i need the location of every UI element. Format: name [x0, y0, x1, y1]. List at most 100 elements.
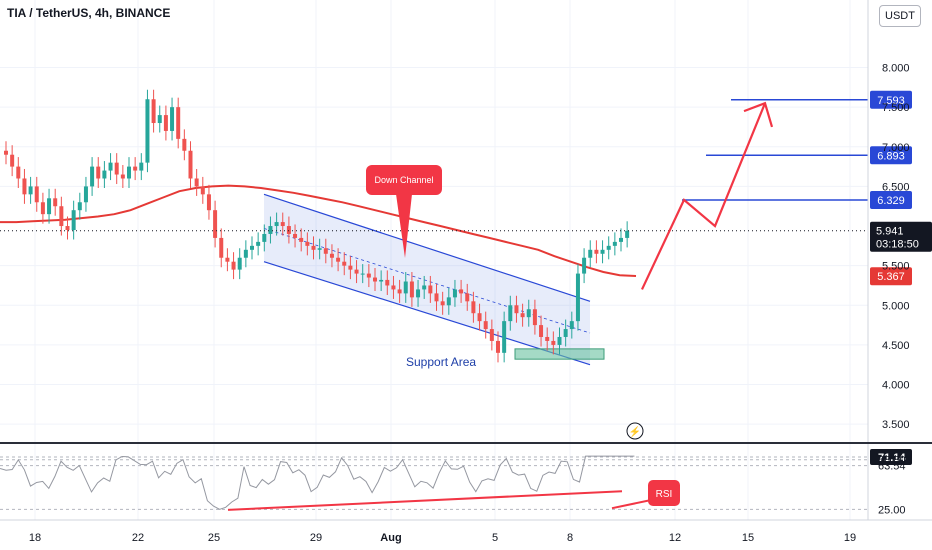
time-tick-label: 22 — [132, 532, 144, 544]
candle-body — [360, 273, 365, 275]
down-channel-pointer — [396, 194, 412, 258]
annotations: Down Channel Support Area ⚡ — [366, 101, 774, 440]
candle-body — [569, 321, 574, 330]
candle-body — [286, 226, 291, 234]
lightning-icon-glyph: ⚡ — [629, 425, 641, 438]
rsi-level-label: 25.00 — [878, 504, 906, 516]
candle-body — [139, 162, 144, 171]
rsi-pointer — [611, 499, 651, 510]
candle-body — [127, 166, 131, 179]
price-tick-label: 3.500 — [882, 419, 910, 431]
lightning-icon — [626, 422, 644, 440]
candle-body — [416, 289, 421, 298]
rsi-level-label: 68.80 — [878, 455, 906, 467]
price-label-box — [870, 221, 932, 252]
candle-body — [200, 186, 205, 195]
candle-body — [557, 336, 562, 345]
time-tick-label: 15 — [742, 532, 754, 544]
candle-body — [514, 305, 519, 314]
candle-body — [96, 166, 101, 179]
candle-body — [440, 301, 445, 306]
candle-body — [10, 154, 15, 167]
candle-body — [311, 245, 316, 250]
candle-body — [551, 340, 556, 345]
candle-body — [108, 162, 113, 171]
price-label: 7.593 — [877, 95, 905, 107]
candle-body — [34, 186, 39, 203]
candle-body — [4, 150, 8, 155]
candle-body — [59, 206, 64, 227]
candle-body — [520, 313, 525, 318]
time-tick-label: 19 — [844, 532, 856, 544]
currency-button[interactable]: USDT — [879, 5, 921, 27]
candle-body — [219, 237, 224, 258]
candle-body — [157, 115, 162, 124]
candle-body — [243, 249, 248, 258]
candle-body — [342, 261, 347, 266]
moving-average — [0, 184, 637, 277]
candle-body — [526, 309, 531, 318]
price-tick-label: 4.500 — [882, 340, 910, 352]
candle-body — [594, 249, 599, 254]
candle-body — [489, 329, 494, 341]
candle-body — [409, 281, 414, 298]
candle-body — [83, 186, 88, 203]
candle-body — [563, 329, 568, 337]
candle-body — [53, 198, 58, 207]
time-tick-label: Aug — [380, 532, 401, 544]
down-channel-callout — [366, 165, 442, 195]
projection-arrow — [641, 102, 767, 290]
price-label-box — [870, 90, 912, 109]
candle-body — [151, 99, 156, 124]
rsi-callout-label: RSI — [656, 489, 673, 500]
candle-body — [47, 198, 52, 215]
candle-body — [77, 202, 82, 211]
candle-body — [262, 233, 267, 242]
candle-body — [606, 245, 611, 250]
price-tick-label: 6.500 — [882, 181, 910, 193]
price-label: 6.329 — [877, 195, 905, 207]
candle-body — [532, 309, 537, 326]
rsi-callout — [648, 480, 680, 506]
time-tick-label: 29 — [310, 532, 322, 544]
candle-body — [231, 261, 236, 270]
candle-body — [477, 313, 482, 322]
candle-body — [397, 289, 402, 294]
candle-body — [465, 293, 470, 302]
candle-body — [293, 233, 298, 238]
time-tick-label: 18 — [29, 532, 41, 544]
candle-body — [182, 138, 187, 151]
candle-body — [508, 305, 513, 322]
candle-body — [188, 150, 193, 179]
candle-body — [274, 222, 279, 227]
candle-body — [90, 166, 95, 187]
candle-body — [170, 107, 175, 131]
candle-body — [206, 194, 211, 211]
candle-body — [317, 248, 322, 250]
candle-body — [539, 325, 544, 337]
candle-body — [133, 166, 138, 171]
candle-body — [446, 297, 451, 306]
price-label: 6.893 — [877, 150, 905, 162]
candle-body — [16, 166, 21, 179]
countdown-label: 03:18:50 — [876, 239, 919, 251]
candle-body — [385, 279, 390, 286]
candle-body — [305, 241, 310, 246]
candle-body — [40, 202, 45, 215]
candle-body — [434, 293, 439, 302]
candle-body — [65, 226, 70, 230]
price-label: 5.941 — [876, 226, 904, 238]
candle-body — [120, 174, 125, 179]
candle-body — [299, 237, 304, 242]
candle-body — [213, 210, 218, 238]
candle-body — [575, 273, 580, 322]
price-tick-label: 5.500 — [882, 261, 910, 273]
rsi-trendline — [227, 490, 623, 511]
ma-line — [0, 184, 637, 277]
price-tick-label: 7.500 — [882, 102, 910, 114]
price-label-box — [870, 190, 912, 209]
candle-body — [71, 210, 76, 230]
candle-body — [496, 340, 500, 353]
